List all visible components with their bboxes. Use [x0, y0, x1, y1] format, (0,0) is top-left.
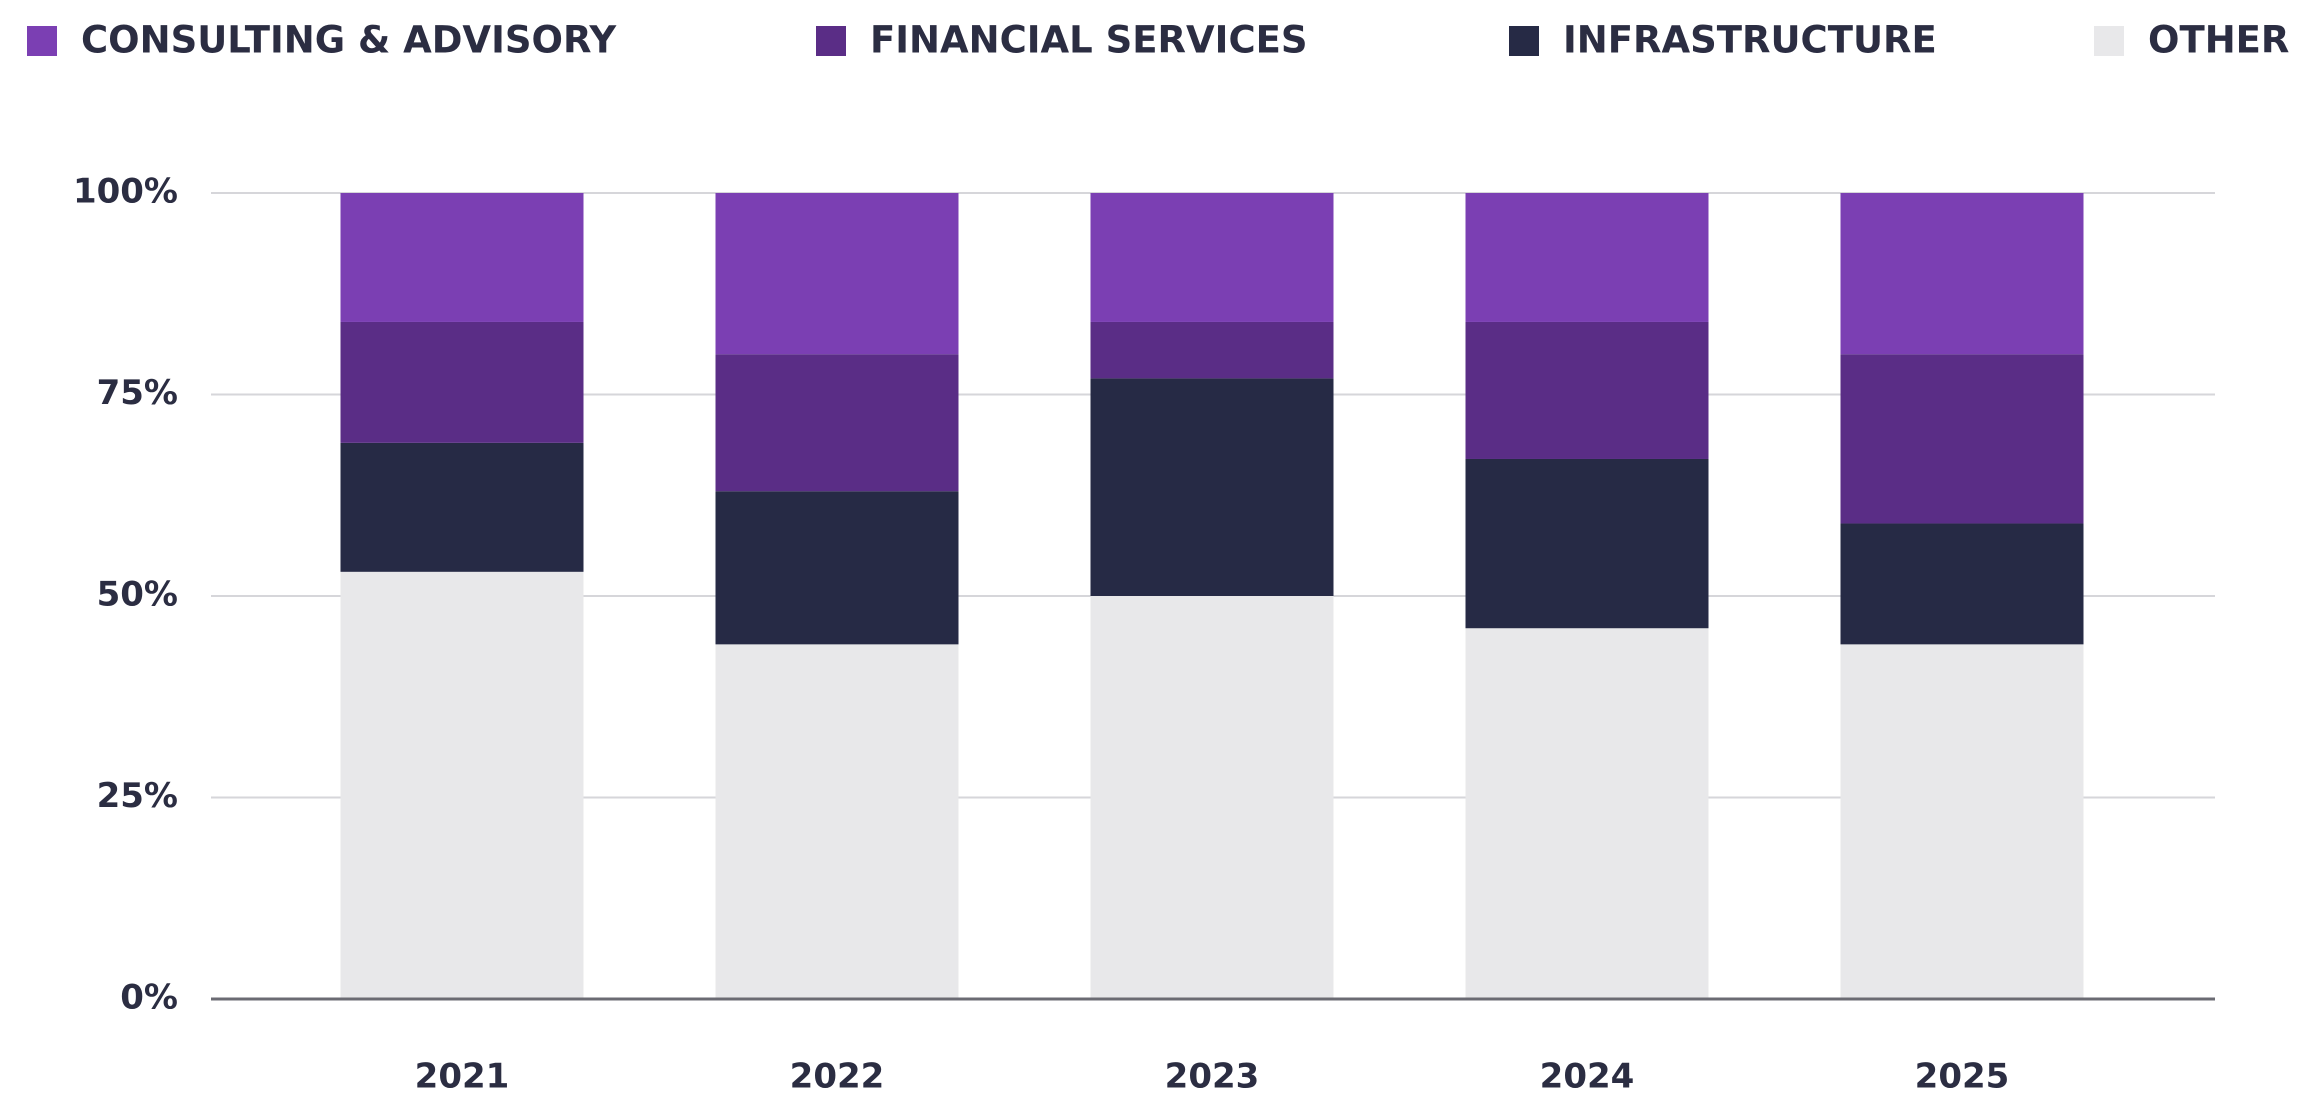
y-tick-label: 50%	[97, 575, 178, 615]
x-tick-label: 2022	[790, 1057, 885, 1097]
bar-segment	[340, 571, 584, 999]
bar-segment	[1090, 596, 1334, 999]
bar-segment	[715, 354, 959, 492]
legend-label: FINANCIAL SERVICES	[870, 19, 1308, 62]
bar-segment	[1465, 321, 1709, 459]
y-tick-label: 75%	[97, 373, 178, 413]
bar-segment	[340, 321, 584, 443]
bar-segment	[1840, 644, 2084, 999]
legend-label: CONSULTING & ADVISORY	[81, 19, 617, 62]
bar-segment	[1840, 354, 2084, 524]
x-tick-label: 2021	[415, 1057, 510, 1097]
bar-segment	[340, 442, 584, 572]
bar-segment	[715, 491, 959, 645]
legend-swatch	[1509, 26, 1539, 56]
x-tick-label: 2023	[1165, 1057, 1260, 1097]
y-tick-label: 25%	[97, 776, 178, 816]
bar-segment	[1840, 193, 2084, 355]
bar-segment	[1465, 193, 1709, 322]
y-tick-label: 100%	[73, 172, 178, 212]
x-tick-label: 2024	[1540, 1057, 1635, 1097]
bar-segment	[340, 193, 584, 322]
bar-segment	[715, 193, 959, 355]
legend-swatch	[27, 26, 57, 56]
bar-segment	[1090, 378, 1334, 596]
bar-segment	[1090, 193, 1334, 322]
x-tick-label: 2025	[1915, 1057, 2010, 1097]
bar-segment	[1840, 523, 2084, 645]
legend-label: INFRASTRUCTURE	[1563, 19, 1937, 62]
legend-swatch	[2094, 26, 2124, 56]
y-tick-label: 0%	[120, 978, 178, 1018]
legend-swatch	[816, 26, 846, 56]
bar-segment	[1465, 458, 1709, 629]
bar-segment	[1465, 628, 1709, 999]
bar-segment	[1090, 321, 1334, 379]
bar-segment	[715, 644, 959, 999]
legend-label: OTHER	[2148, 19, 2289, 62]
